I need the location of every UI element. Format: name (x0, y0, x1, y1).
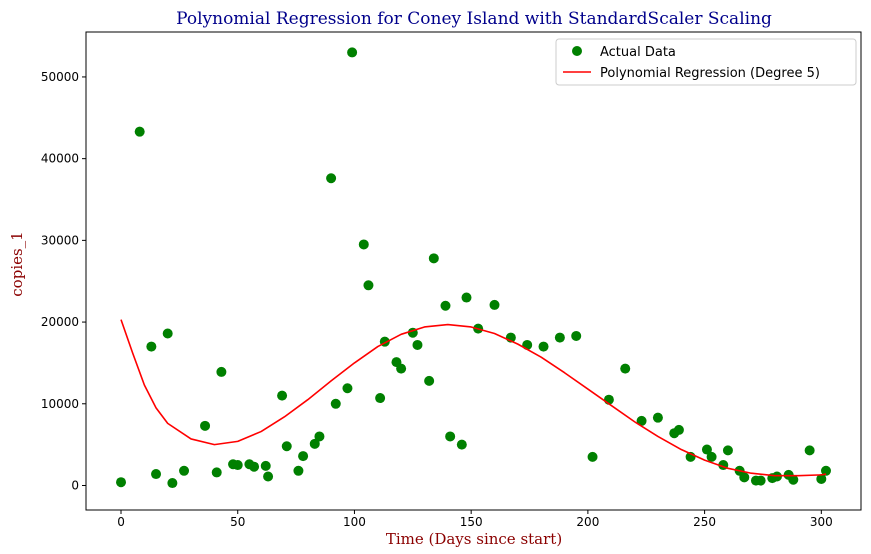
data-point (706, 451, 717, 462)
data-point (167, 478, 178, 489)
y-tick-label: 20000 (41, 315, 79, 329)
data-point (396, 363, 407, 374)
data-point (263, 471, 274, 482)
data-point (571, 330, 582, 341)
data-point (554, 332, 565, 343)
data-point (587, 451, 598, 462)
data-point (179, 465, 190, 476)
x-tick-label: 0 (117, 515, 125, 529)
data-point (277, 390, 288, 401)
data-point (652, 412, 663, 423)
y-tick-label: 10000 (41, 397, 79, 411)
x-tick-label: 50 (230, 515, 245, 529)
data-point (232, 460, 243, 471)
x-tick-label: 300 (810, 515, 833, 529)
data-point (538, 341, 549, 352)
data-point (673, 424, 684, 435)
data-point (116, 477, 127, 488)
data-point (440, 300, 451, 311)
data-point (722, 445, 733, 456)
data-point (489, 299, 500, 310)
x-tick-label: 100 (343, 515, 366, 529)
data-point (162, 328, 173, 339)
data-point (375, 393, 386, 404)
y-tick-label: 40000 (41, 152, 79, 166)
data-point (326, 173, 337, 184)
data-point (636, 415, 647, 426)
x-tick-label: 200 (576, 515, 599, 529)
data-point (456, 439, 467, 450)
data-point (739, 472, 750, 483)
data-point (701, 444, 712, 455)
data-point (314, 431, 325, 442)
data-point (755, 475, 766, 486)
data-point (461, 292, 472, 303)
data-point (151, 469, 162, 480)
data-point (146, 341, 157, 352)
data-point (445, 431, 456, 442)
legend: Actual Data Polynomial Regression (Degre… (555, 38, 857, 86)
legend-marker-actual (572, 46, 582, 56)
legend-label-poly: Polynomial Regression (Degree 5) (600, 66, 820, 81)
data-point (412, 339, 423, 350)
data-point (298, 451, 309, 462)
y-tick-label: 30000 (41, 233, 79, 247)
data-point (804, 445, 815, 456)
legend-label-actual: Actual Data (600, 45, 676, 60)
data-point (200, 420, 211, 431)
data-point (363, 280, 374, 291)
data-point (820, 465, 831, 476)
data-point (788, 474, 799, 485)
data-point (211, 467, 222, 478)
legend-box (555, 38, 857, 86)
data-point (249, 461, 260, 472)
data-point (816, 473, 827, 484)
data-point (771, 471, 782, 482)
chart-title: Polynomial Regression for Coney Island w… (176, 9, 772, 29)
data-point (620, 363, 631, 374)
x-tick-label: 250 (693, 515, 716, 529)
y-tick-label: 0 (71, 478, 79, 492)
y-axis-label: copies_1 (8, 231, 26, 296)
data-point (134, 126, 145, 137)
data-point (281, 441, 292, 452)
data-point (330, 398, 341, 409)
x-axis-label: Time (Days since start) (386, 530, 562, 548)
regression-line (120, 319, 827, 477)
data-point (428, 253, 439, 264)
x-tick-label: 150 (460, 515, 483, 529)
data-point (347, 47, 358, 58)
data-point (424, 375, 435, 386)
plot-frame (85, 31, 862, 511)
data-point (293, 465, 304, 476)
data-point (309, 438, 320, 449)
data-point (260, 460, 271, 471)
data-point (342, 383, 353, 394)
y-tick-label: 50000 (41, 70, 79, 84)
data-point (216, 366, 227, 377)
data-point (358, 239, 369, 250)
